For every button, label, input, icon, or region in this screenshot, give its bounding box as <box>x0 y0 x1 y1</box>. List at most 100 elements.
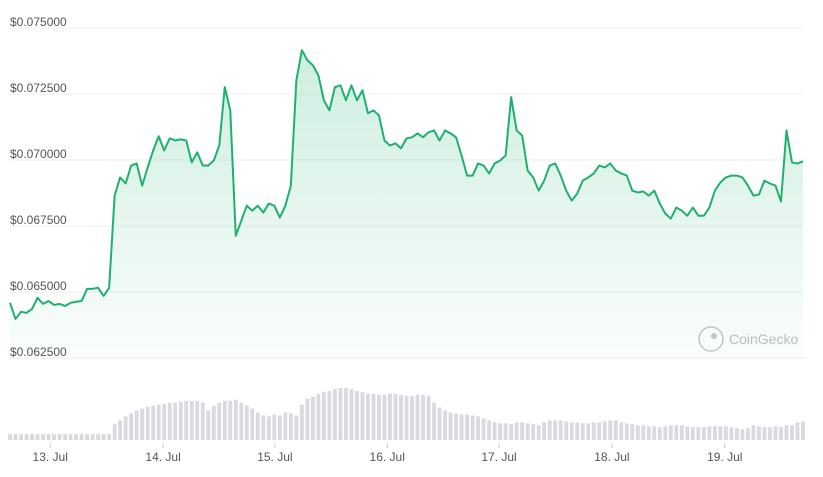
volume-bar <box>547 420 552 440</box>
volume-bar <box>134 410 139 440</box>
volume-bar <box>751 425 756 440</box>
volume-bar <box>685 426 690 440</box>
volume-bar <box>393 393 398 440</box>
volume-bar <box>24 434 29 440</box>
volume-bar <box>63 434 67 440</box>
volume-bar <box>310 396 315 440</box>
volume-bar <box>79 434 84 440</box>
volume-bar <box>657 427 662 440</box>
y-tick-label: $0.065000 <box>10 279 67 293</box>
volume-bar <box>487 420 492 440</box>
volume-bar <box>712 426 717 440</box>
volume-bar <box>624 423 629 440</box>
volume-bar <box>696 427 701 440</box>
volume-bar <box>52 434 56 440</box>
volume-bar <box>19 434 23 440</box>
volume-bar <box>718 426 723 440</box>
volume-bar <box>388 393 392 440</box>
volume-bar <box>283 412 288 440</box>
volume-bar <box>277 415 282 440</box>
volume-bar <box>344 388 348 440</box>
volume-bar <box>156 404 161 440</box>
price-area <box>10 50 803 361</box>
volume-bar <box>679 425 684 440</box>
volume-bar <box>299 404 304 440</box>
volume-bar <box>652 426 657 440</box>
volume-bar <box>597 422 602 440</box>
volume-bar <box>448 412 453 440</box>
volume-bar <box>178 401 183 440</box>
volume-bar <box>564 421 569 440</box>
volume-bar <box>740 429 745 440</box>
volume-bar <box>663 426 668 440</box>
volume-bar <box>575 422 580 440</box>
volume-bar <box>217 402 222 440</box>
volume-bar <box>646 426 651 440</box>
volume-bar <box>305 398 310 440</box>
volume-bar <box>228 400 233 440</box>
volume-bar <box>476 416 481 440</box>
volume-bar <box>316 393 321 440</box>
volume-bar <box>801 421 805 440</box>
volume-bar <box>222 400 227 440</box>
volume-bar <box>85 434 90 440</box>
volume-bar <box>250 408 255 440</box>
y-tick-label: $0.070000 <box>10 147 67 161</box>
volume-bar <box>74 434 78 440</box>
volume-bar <box>723 426 728 440</box>
volume-bar <box>432 402 436 440</box>
volume-bar <box>481 418 486 440</box>
volume-bar <box>492 422 497 440</box>
volume-bar <box>321 391 326 440</box>
volume-bar <box>184 400 189 440</box>
volume-bar <box>327 390 332 440</box>
volume-bar <box>332 388 337 440</box>
volume-bar <box>288 413 293 440</box>
volume-bar <box>454 413 458 440</box>
volume-bar <box>57 434 62 440</box>
y-tick-label: $0.072500 <box>10 81 67 95</box>
volume-bar <box>503 423 508 440</box>
volume-bar <box>746 428 750 440</box>
volume-bar <box>255 412 260 440</box>
volume-bar <box>338 388 343 440</box>
volume-bar <box>35 434 40 440</box>
volume-bar <box>30 434 34 440</box>
volume-bar <box>520 422 525 440</box>
volume-bar <box>773 426 778 440</box>
volume-bar <box>630 424 635 440</box>
volume-bar <box>421 394 425 440</box>
volume-bar <box>619 422 624 440</box>
x-tick-label: 15. Jul <box>257 450 292 464</box>
volume-bar <box>613 420 618 440</box>
volume-bar <box>13 434 18 440</box>
x-tick-label: 19. Jul <box>707 450 742 464</box>
volume-bar <box>366 393 370 440</box>
axes: $0.075000 $0.072500 $0.070000 $0.067500 $0.0… <box>10 15 742 464</box>
volume-bar <box>795 422 800 440</box>
volume-bar <box>690 427 695 440</box>
volume-bar <box>377 394 381 440</box>
volume-bar <box>426 395 431 440</box>
y-tick-label: $0.067500 <box>10 213 67 227</box>
volume-bar <box>167 402 172 440</box>
volume-bar <box>707 426 712 440</box>
volume-bar <box>542 422 547 440</box>
watermark-logo-eye <box>711 333 717 339</box>
volume-bar <box>602 421 607 440</box>
volume-bar <box>68 434 73 440</box>
volume-bar <box>701 427 706 440</box>
volume-bar <box>757 426 761 440</box>
volume-bar <box>470 415 475 440</box>
volume-bar <box>784 425 789 440</box>
volume-bar <box>206 410 211 440</box>
volume-bar <box>211 405 216 440</box>
volume-bar <box>437 407 442 440</box>
volume-bar <box>762 427 767 440</box>
x-tick-label: 18. Jul <box>594 450 629 464</box>
watermark-text: CoinGecko <box>729 331 798 347</box>
volume-bar <box>173 402 178 440</box>
volume-bar <box>272 414 277 440</box>
volume-bar <box>46 434 51 440</box>
